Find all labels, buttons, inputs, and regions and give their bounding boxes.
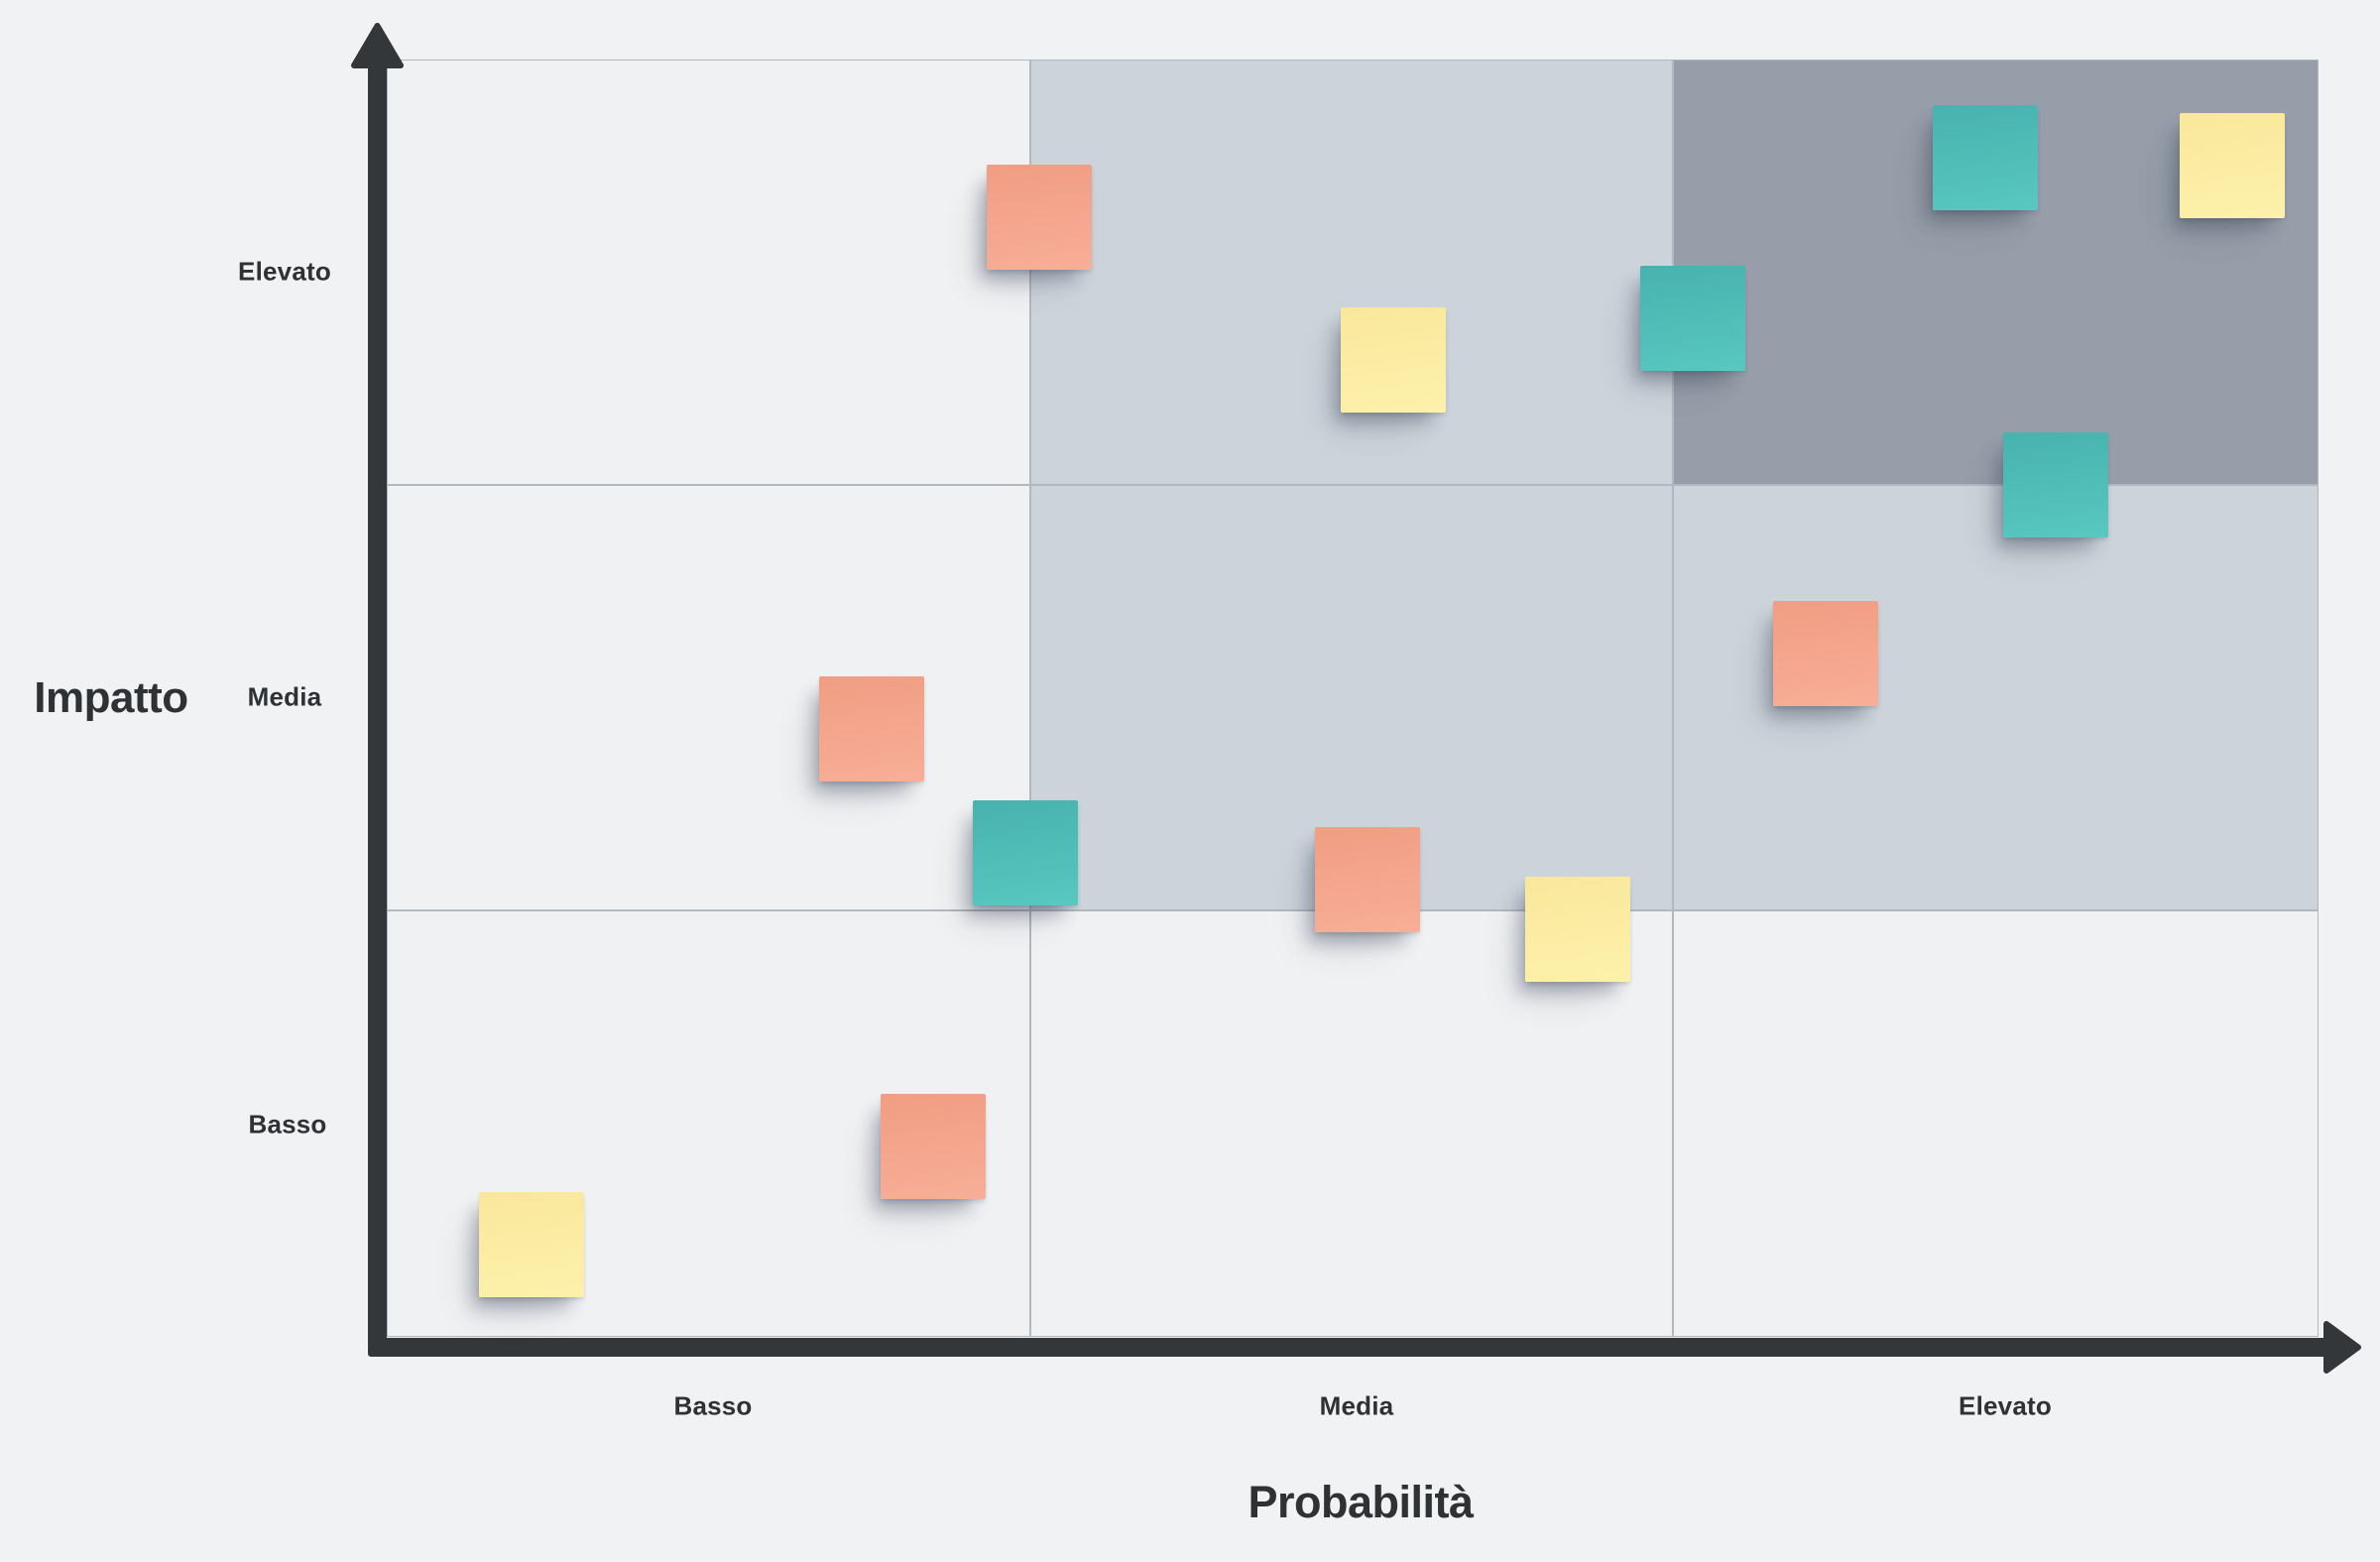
sticky-note-yellow[interactable]	[1525, 877, 1630, 982]
matrix-cell-basso-elevato	[1673, 910, 2319, 1337]
sticky-note-salmon[interactable]	[881, 1094, 986, 1199]
sticky-note-salmon[interactable]	[987, 165, 1092, 270]
x-axis-title: Probabilità	[1248, 1477, 1474, 1527]
sticky-note-teal[interactable]	[2003, 432, 2108, 538]
x-tick-elevato: Elevato	[1959, 1390, 2052, 1421]
sticky-note-yellow[interactable]	[479, 1192, 584, 1297]
matrix-cell-media-basso	[387, 485, 1030, 910]
sticky-note-teal[interactable]	[1933, 105, 2038, 210]
matrix-cell-elevato-media	[1030, 60, 1673, 485]
x-tick-media: Media	[1319, 1390, 1394, 1421]
sticky-note-teal[interactable]	[1640, 266, 1745, 371]
x-tick-basso: Basso	[673, 1390, 753, 1421]
sticky-note-yellow[interactable]	[1341, 307, 1446, 413]
matrix-cell-media-elevato	[1673, 485, 2319, 910]
sticky-note-yellow[interactable]	[2180, 113, 2285, 218]
y-axis-title: Impatto	[34, 673, 188, 722]
y-tick-media: Media	[247, 681, 322, 712]
matrix-cell-elevato-basso	[387, 60, 1030, 485]
y-tick-elevato: Elevato	[238, 256, 331, 287]
sticky-note-salmon[interactable]	[819, 676, 924, 781]
y-tick-basso: Basso	[248, 1109, 327, 1140]
sticky-note-salmon[interactable]	[1315, 827, 1420, 932]
sticky-note-salmon[interactable]	[1773, 601, 1878, 706]
sticky-note-teal[interactable]	[973, 800, 1078, 905]
